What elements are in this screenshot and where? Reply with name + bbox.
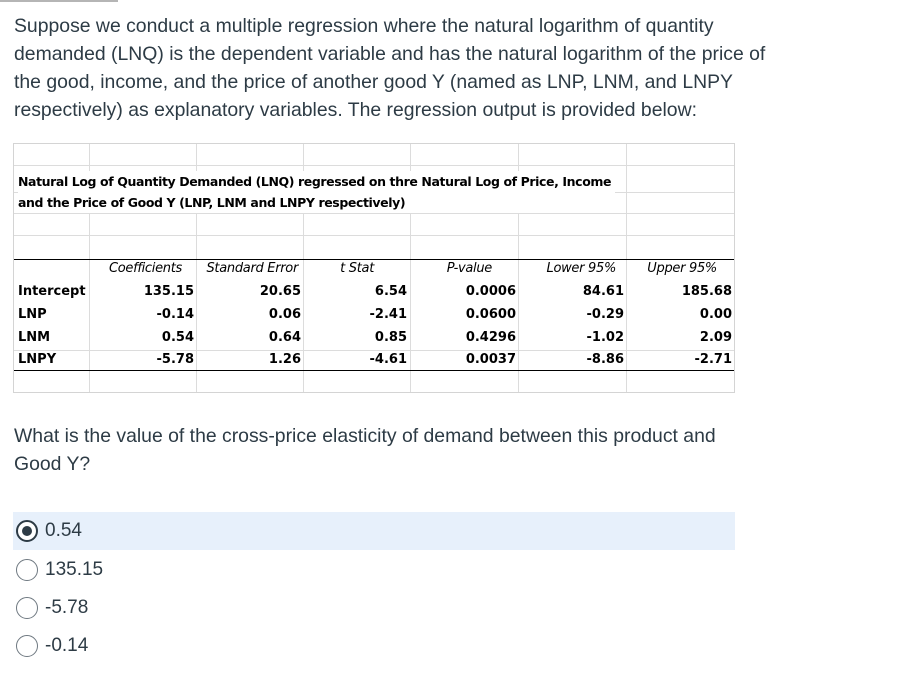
grid-line [14,350,734,351]
grid-line [626,144,627,392]
radio-icon[interactable] [16,635,38,657]
question-prompt: What is the value of the cross-price ela… [14,425,716,475]
answer-option-1[interactable]: 0.54 [13,512,735,550]
table-cell: 0.06 [268,307,301,322]
table-cell: -1.02 [586,330,624,345]
col-header-upper-95: Upper 95% [647,261,717,276]
col-header-p-value: P-value [446,261,493,276]
table-cell: 0.0037 [465,352,516,367]
grid-line [518,144,519,392]
table-cell: -8.86 [586,352,624,367]
answer-label: 0.54 [45,520,82,541]
row-label-lnpy: LNPY [18,352,57,367]
answer-option-4[interactable]: -0.14 [13,627,735,665]
grid-line [14,213,734,214]
regression-output-table: Natural Log of Quantity Demanded (LNQ) r… [13,143,735,393]
answer-label: -5.78 [45,597,89,618]
table-cell: 135.15 [143,284,194,299]
answer-label: -0.14 [45,635,89,656]
col-header-t-stat: t Stat [340,261,374,276]
table-cell: 2.09 [699,330,732,345]
grid-line [89,144,90,392]
bottom-rule [14,370,734,371]
grid-line [410,144,411,392]
table-cell: 0.64 [268,330,301,345]
grid-line [14,235,734,236]
radio-icon[interactable] [16,597,38,619]
table-cell: 6.54 [374,284,407,299]
grid-line [303,144,304,392]
table-title-line-1: Natural Log of Quantity Demanded (LNQ) r… [18,174,612,189]
table-cell: -0.29 [586,307,624,322]
question-intro: Suppose we conduct a multiple regression… [14,15,766,121]
answer-option-3[interactable]: -5.78 [13,589,735,627]
grid-line [14,165,734,166]
table-cell: -2.71 [694,352,732,367]
table-cell: 0.0600 [465,307,516,322]
row-label-lnp: LNP [18,307,47,322]
table-cell: -5.78 [156,352,194,367]
table-cell: 1.26 [268,352,301,367]
table-title-line-2: and the Price of Good Y (LNP, LNM and LN… [18,195,406,210]
radio-icon[interactable] [16,559,38,581]
col-header-standard-error: Standard Error [206,261,298,276]
col-header-lower-95: Lower 95% [546,261,617,276]
grid-line [196,144,197,392]
answer-label: 135.15 [45,559,104,580]
table-cell: -0.14 [156,307,194,322]
table-cell: 20.65 [259,284,301,299]
radio-selected-icon[interactable] [16,520,38,542]
table-cell: 84.61 [582,284,624,299]
table-cell: 0.4296 [465,330,516,345]
answer-option-2[interactable]: 135.15 [13,551,735,589]
table-cell: -4.61 [369,352,407,367]
table-cell: -2.41 [369,307,407,322]
header-rule [14,259,734,260]
row-label-intercept: Intercept [18,284,86,299]
table-cell: 0.00 [699,307,732,322]
col-header-coefficients: Coefficients [108,261,182,276]
table-title: Natural Log of Quantity Demanded (LNQ) r… [18,171,616,213]
table-cell: 185.68 [681,284,732,299]
table-cell: 0.0006 [465,284,516,299]
row-label-lnm: LNM [18,330,51,345]
table-cell: 0.85 [374,330,407,345]
table-cell: 0.54 [161,330,194,345]
top-divider [0,0,118,2]
